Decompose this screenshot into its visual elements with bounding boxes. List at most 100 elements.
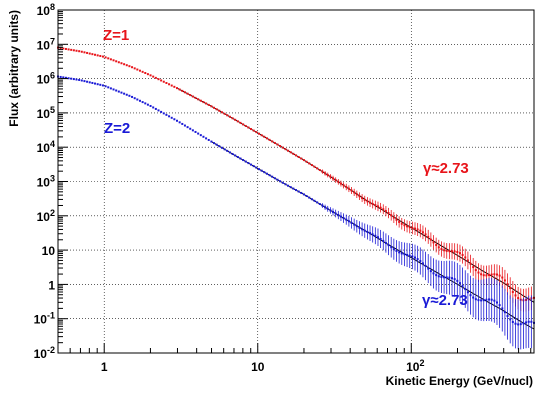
data-point xyxy=(257,168,260,171)
data-point xyxy=(250,128,253,131)
data-point xyxy=(276,178,279,181)
data-point xyxy=(88,52,91,55)
data-point xyxy=(355,193,358,196)
data-point xyxy=(247,162,250,165)
data-point xyxy=(366,230,369,233)
data-point xyxy=(289,186,292,189)
data-point xyxy=(72,78,75,81)
y-tick-label: 106 xyxy=(37,71,55,87)
data-point xyxy=(152,75,155,78)
y-tick-label: 1 xyxy=(48,278,55,292)
data-point xyxy=(88,81,91,84)
data-point xyxy=(329,209,332,212)
data-point xyxy=(371,233,374,236)
data-point xyxy=(228,151,231,154)
data-point xyxy=(369,232,372,235)
data-point xyxy=(83,51,86,54)
data-point xyxy=(342,217,345,220)
data-point xyxy=(374,204,377,207)
data-point xyxy=(498,304,501,307)
data-point xyxy=(120,62,123,65)
data-point xyxy=(308,196,311,199)
data-point xyxy=(162,80,165,83)
data-point xyxy=(435,244,438,247)
data-point xyxy=(260,169,263,172)
data-point xyxy=(350,189,353,192)
data-point xyxy=(91,81,94,84)
data-point xyxy=(96,54,99,57)
data-point xyxy=(231,152,234,155)
data-point xyxy=(390,214,393,217)
data-point xyxy=(189,94,192,97)
data-point xyxy=(213,142,216,145)
data-point xyxy=(194,130,197,133)
data-point xyxy=(395,218,398,221)
data-point xyxy=(395,249,398,252)
data-point xyxy=(316,201,319,204)
data-point xyxy=(271,175,274,178)
data-point xyxy=(223,148,226,151)
data-point xyxy=(424,264,427,267)
data-point xyxy=(154,76,157,79)
data-point xyxy=(279,145,282,148)
data-point xyxy=(440,275,443,278)
data-point xyxy=(448,276,451,279)
data-point xyxy=(168,115,171,118)
data-point xyxy=(202,101,205,104)
data-point xyxy=(268,174,271,177)
data-point xyxy=(67,48,70,51)
x-axis-title: Kinetic Energy (GeV/nucl) xyxy=(386,374,533,388)
data-point xyxy=(109,58,112,61)
data-point xyxy=(424,233,427,236)
data-point xyxy=(101,84,104,87)
data-point xyxy=(125,64,128,67)
data-point xyxy=(347,187,350,190)
data-point xyxy=(178,121,181,124)
data-point xyxy=(263,135,266,138)
data-point xyxy=(469,262,472,265)
data-point xyxy=(400,252,403,255)
data-point xyxy=(144,72,147,75)
data-point xyxy=(78,78,81,81)
data-point xyxy=(173,85,176,88)
data-point xyxy=(382,239,385,242)
data-point xyxy=(334,179,337,182)
data-point xyxy=(141,70,144,73)
data-point xyxy=(239,121,242,124)
data-point xyxy=(321,204,324,207)
data-point xyxy=(120,91,123,94)
data-point xyxy=(191,95,194,98)
data-point xyxy=(271,140,274,143)
data-point xyxy=(416,228,419,231)
data-point xyxy=(83,80,86,83)
data-point xyxy=(350,221,353,224)
data-point xyxy=(75,49,78,52)
data-point xyxy=(506,314,509,317)
data-point xyxy=(197,98,200,101)
data-point xyxy=(472,296,475,299)
data-point xyxy=(255,131,258,134)
data-point xyxy=(485,298,488,301)
data-point xyxy=(123,63,126,66)
data-point xyxy=(482,299,485,302)
data-point xyxy=(94,53,97,56)
data-point xyxy=(308,162,311,165)
data-point xyxy=(495,273,498,276)
data-point xyxy=(112,59,115,62)
data-point xyxy=(218,145,221,148)
data-point xyxy=(374,234,377,237)
data-point xyxy=(152,106,155,109)
data-point xyxy=(411,255,414,258)
x-tick-label: 102 xyxy=(406,358,424,374)
data-point xyxy=(432,272,435,275)
data-point xyxy=(136,68,139,71)
data-point xyxy=(107,57,110,60)
data-point xyxy=(448,250,451,253)
data-point xyxy=(263,171,266,174)
data-point xyxy=(488,274,491,277)
data-point xyxy=(183,124,186,127)
data-point xyxy=(353,223,356,226)
data-point xyxy=(503,279,506,282)
data-point xyxy=(519,323,522,326)
data-point xyxy=(86,51,89,54)
